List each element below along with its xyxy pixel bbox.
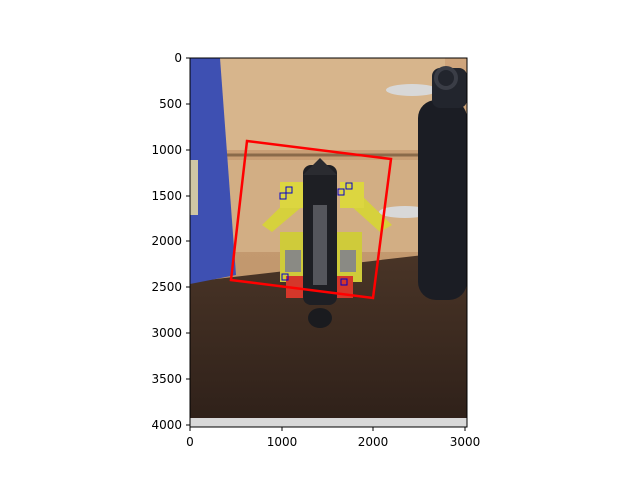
bottle-loop	[434, 66, 458, 90]
keypoint-marker	[337, 188, 345, 196]
y-tick-label: 0	[174, 51, 182, 65]
y-tick-label: 3000	[151, 326, 182, 340]
box-label	[190, 160, 198, 215]
y-tick-label: 1500	[151, 189, 182, 203]
keypoints	[279, 182, 353, 286]
y-tick-label: 1000	[151, 143, 182, 157]
x-tick-label: 3000	[450, 435, 481, 449]
y-axis: 0 500 1000 1500 2000 2500 3000 3500 4000	[151, 51, 190, 432]
x-tick-label: 1000	[267, 435, 298, 449]
blue-box	[190, 58, 236, 284]
table-surface	[190, 250, 467, 427]
y-tick-label: 3500	[151, 372, 182, 386]
y-tick-label: 2000	[151, 234, 182, 248]
y-tick-label: 4000	[151, 418, 182, 432]
photo	[190, 58, 467, 427]
y-tick-label: 500	[159, 97, 182, 111]
keypoint-marker	[281, 273, 289, 281]
upper-drawer	[215, 58, 445, 150]
keypoint-marker	[285, 186, 293, 194]
table-edge	[190, 418, 467, 427]
water-bottle	[418, 100, 467, 300]
x-tick-label: 0	[186, 435, 194, 449]
x-axis: 0 1000 2000 3000	[186, 427, 480, 449]
axes-frame	[189, 57, 468, 428]
y-tick-label: 2500	[151, 280, 182, 294]
keypoint-marker	[345, 182, 353, 190]
detection-polygon	[229, 139, 393, 300]
drawer-handle-top	[386, 84, 438, 96]
keypoint-marker	[279, 192, 287, 200]
toy-robot	[262, 158, 392, 328]
keypoint-marker	[340, 278, 348, 286]
x-tick-label: 2000	[358, 435, 389, 449]
